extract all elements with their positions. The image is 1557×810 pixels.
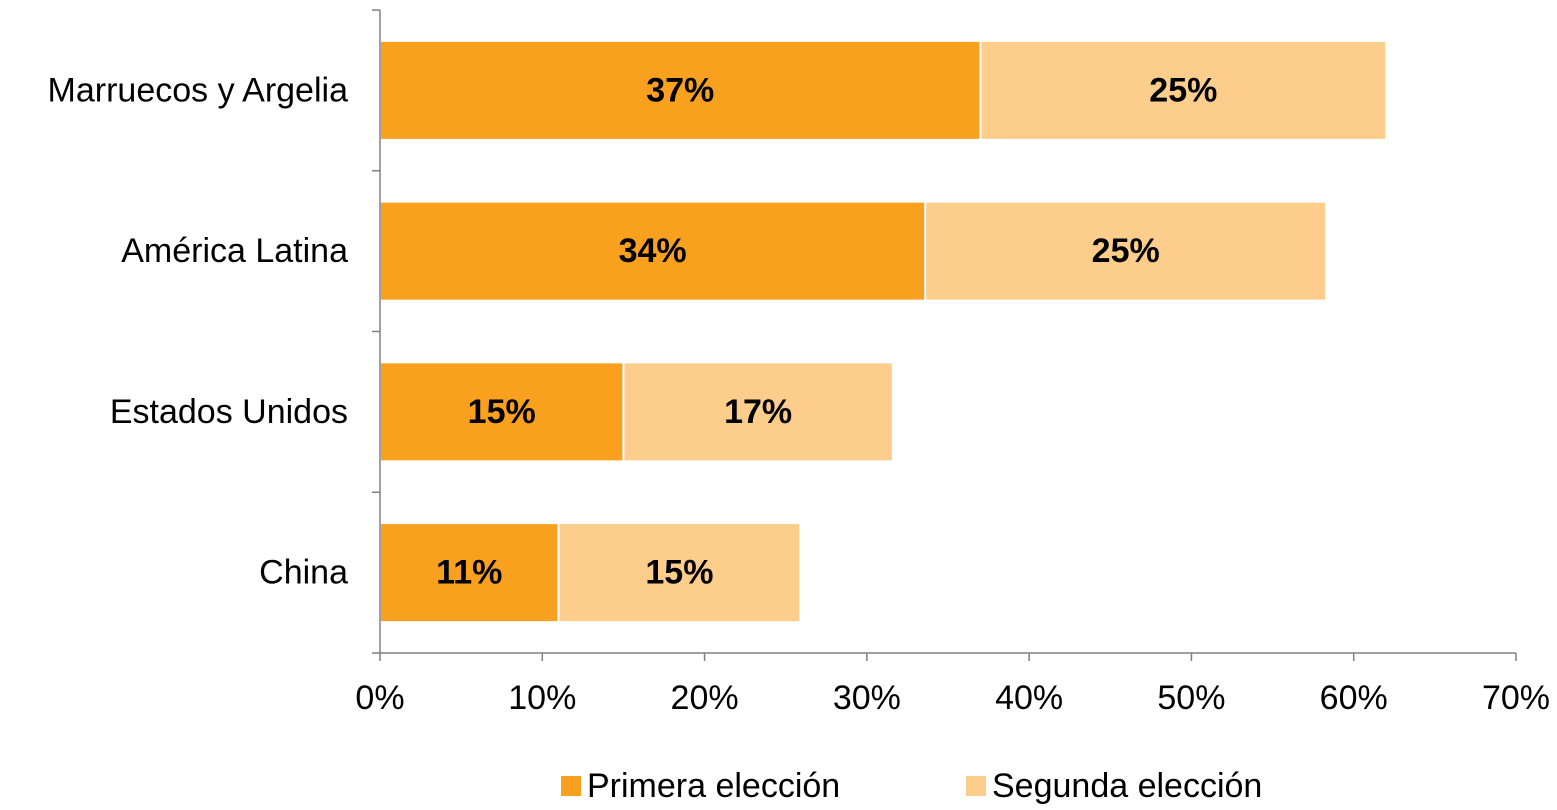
x-tick-label: 50%: [1157, 679, 1225, 717]
bar-data-label: 15%: [645, 554, 713, 592]
legend-label: Primera elección: [587, 767, 840, 805]
category-label: Marruecos y Argelia: [48, 71, 349, 109]
x-tick-label: 20%: [671, 679, 739, 717]
bar-data-label: 34%: [619, 232, 687, 270]
x-tick-label: 70%: [1482, 679, 1550, 717]
bar-data-label: 11%: [436, 554, 502, 592]
bar-data-label: 37%: [646, 71, 714, 109]
bars-layer: 37% 25% 34% 25% 15% 17% 11% 15%: [379, 39, 1388, 624]
bar-series2-row4: [557, 522, 802, 624]
x-tick-label: 60%: [1320, 679, 1388, 717]
bar-series1-row3: [379, 361, 625, 463]
x-tick-label: 30%: [833, 679, 901, 717]
category-label: China: [259, 554, 348, 592]
legend: Primera elección Segunda elección: [561, 767, 1262, 805]
x-tick-label: 40%: [995, 679, 1063, 717]
bar-series2-row3: [622, 361, 894, 463]
bar-data-label: 25%: [1092, 232, 1160, 270]
bar-series2-row1: [979, 39, 1388, 141]
category-label: América Latina: [121, 232, 348, 270]
bar-series1-row2: [379, 200, 927, 302]
bar-series2-row2: [924, 200, 1328, 302]
x-tick-label: 0%: [355, 679, 404, 717]
x-tick-label: 10%: [508, 679, 576, 717]
legend-label: Segunda elección: [992, 767, 1262, 805]
axes-layer: Marruecos y Argelia América Latina Estados…: [48, 9, 1550, 717]
bar-series1-row4: [379, 522, 560, 624]
bar-series1-row1: [379, 39, 982, 141]
bar-data-label: 25%: [1149, 71, 1217, 109]
bar-data-label: 17%: [724, 393, 792, 431]
legend-swatch: [561, 776, 581, 796]
legend-swatch: [966, 776, 986, 796]
bar-data-label: 15%: [468, 393, 536, 431]
category-label: Estados Unidos: [110, 393, 348, 431]
